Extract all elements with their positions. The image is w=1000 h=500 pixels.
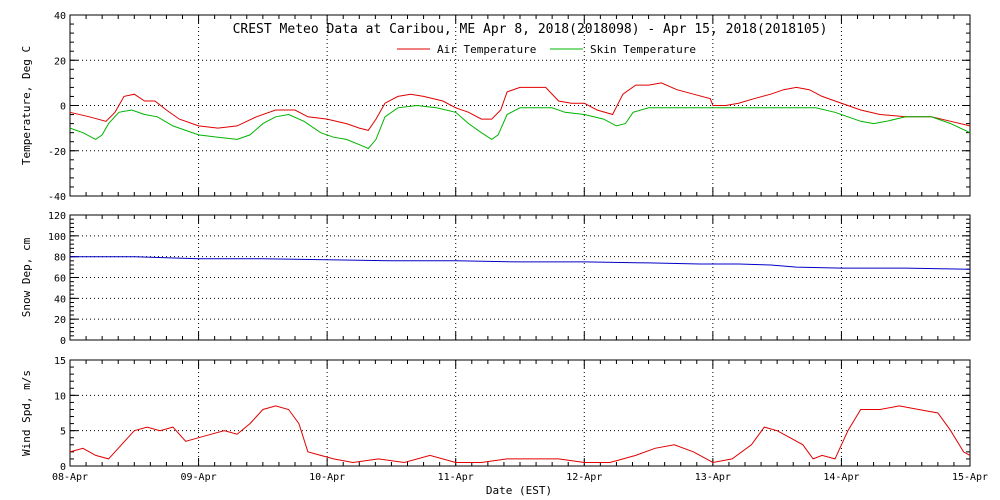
panels: -40 -20 0 20 40 Temperature, Deg C 0 20 40 60 80 10… — [20, 11, 971, 473]
x-tick-label: 15-Apr — [952, 472, 988, 483]
panel-2: 0 5 10 15 Wind Spd, m/s — [20, 356, 971, 473]
legend: Air Temperature Skin Temperature — [397, 43, 696, 56]
legend-air-label: Air Temperature — [437, 43, 536, 56]
x-tick-label: 10-Apr — [309, 472, 345, 483]
y-tick-label: 20 — [54, 315, 66, 326]
series-line-1-0 — [70, 256, 971, 270]
y-tick-label: -40 — [48, 192, 66, 203]
y-tick-label: 10 — [54, 391, 66, 402]
y-tick-label: 15 — [54, 356, 66, 367]
legend-skin-label: Skin Temperature — [590, 43, 696, 56]
panel-1: 0 20 40 60 80 100 120 Snow Dep, cm — [20, 211, 971, 347]
y-tick-label: 40 — [54, 11, 66, 22]
x-tick-label: 12-Apr — [566, 472, 602, 483]
plot-frame — [69, 14, 971, 197]
y-tick-label: 0 — [60, 102, 66, 113]
x-tick-label: 14-Apr — [823, 472, 859, 483]
y-tick-label: 80 — [54, 253, 66, 264]
y-tick-label: 120 — [48, 211, 66, 222]
y-tick-label: 40 — [54, 294, 66, 305]
series-line-0-0 — [69, 82, 971, 131]
series-line-0-1 — [69, 104, 971, 150]
series-line-2-0 — [69, 405, 971, 464]
chart-title: CREST Meteo Data at Caribou, ME Apr 8, 2… — [233, 22, 828, 37]
y-tick-label: 0 — [60, 336, 66, 347]
x-tick-label: 08-Apr — [52, 472, 88, 483]
y-axis-label: Temperature, Deg C — [20, 46, 33, 165]
x-tick-label: 13-Apr — [695, 472, 731, 483]
y-axis-label: Wind Spd, m/s — [20, 370, 33, 456]
y-tick-label: 20 — [54, 56, 66, 67]
x-tick-label: 09-Apr — [181, 472, 217, 483]
plot-frame — [69, 214, 971, 341]
x-tick-label: 11-Apr — [438, 472, 474, 483]
y-tick-label: 100 — [48, 232, 66, 243]
y-tick-label: 0 — [60, 462, 66, 473]
y-tick-label: 5 — [60, 427, 66, 438]
x-axis-label: Date (EST) — [486, 484, 552, 497]
y-tick-label: 60 — [54, 274, 66, 285]
y-axis-label: Snow Dep, cm — [20, 237, 33, 317]
y-tick-label: -20 — [48, 147, 66, 158]
panel-0: -40 -20 0 20 40 Temperature, Deg C — [20, 11, 971, 203]
x-axis-ticks: 08-Apr 09-Apr 10-Apr 11-Apr 12-Apr 13-Apr 14-A… — [52, 472, 988, 483]
plot-frame — [69, 359, 971, 467]
